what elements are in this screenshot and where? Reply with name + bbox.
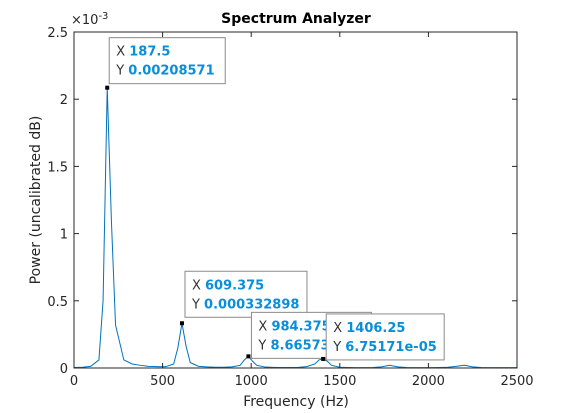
- datatip-y-line: Y 6.75171e-05: [332, 340, 437, 355]
- datatip-box[interactable]: [184, 270, 308, 318]
- y-tick-label: 2.5: [47, 26, 68, 41]
- datatip-marker[interactable]: [321, 356, 326, 361]
- y-axis-label: Power (uncalibrated dB): [28, 116, 44, 285]
- datatip-y-key: Y: [332, 340, 345, 355]
- datatip-box[interactable]: [108, 37, 226, 85]
- svg-text:×10-3: ×10-3: [71, 11, 108, 28]
- datatip-x-key: X: [116, 45, 129, 60]
- datatip-x-value: 187.5: [129, 45, 170, 60]
- x-axis-ticks: 0 500 1000 1500 2000 2500: [70, 32, 534, 389]
- x-tick-label: 0: [70, 374, 78, 389]
- datatip-marker[interactable]: [246, 354, 251, 359]
- datatip-x-value: 609.375: [205, 278, 264, 293]
- y-tick-label: 1: [60, 228, 68, 243]
- y-axis-exponent: ×10-3: [71, 11, 108, 28]
- x-tick-label: 1500: [323, 374, 356, 389]
- datatip-y-value: 0.000332898: [204, 297, 299, 312]
- datatip-x-line: X 984.375: [258, 319, 330, 334]
- datatip-x-line: X 1406.25: [333, 321, 405, 336]
- datatip-x-value: 1406.25: [346, 321, 405, 336]
- y-tick-label: 1.5: [47, 160, 68, 175]
- datatip-y-value: 0.00208571: [128, 64, 214, 79]
- x-tick-label: 2500: [500, 374, 533, 389]
- axes-frame: [73, 31, 518, 369]
- y-tick-label: 2: [60, 93, 68, 108]
- datatip-x-value: 984.375: [271, 319, 330, 334]
- y-exponent-base: ×10: [71, 13, 98, 28]
- x-tick-label: 1000: [235, 374, 268, 389]
- datatip-marker[interactable]: [179, 321, 184, 326]
- datatip-3[interactable]: X 1406.25Y 6.75171e-05: [321, 313, 445, 361]
- axes-box: [73, 31, 518, 369]
- x-axis-label: Frequency (Hz): [243, 394, 349, 410]
- datatip-y-key: Y: [257, 338, 270, 353]
- datatip-x-key: X: [192, 278, 205, 293]
- datatip-x-key: X: [258, 319, 271, 334]
- y-axis-ticks: 0 0.5 1 1.5 2 2.5: [47, 26, 517, 377]
- datatip-y-line: Y 0.000332898: [191, 297, 299, 312]
- x-tick-label: 2000: [412, 374, 445, 389]
- datatip-marker[interactable]: [105, 85, 110, 90]
- datatip-y-key: Y: [115, 64, 128, 79]
- datatip-x-line: X 187.5: [116, 45, 170, 60]
- x-tick-label: 500: [150, 374, 175, 389]
- chart-title: Spectrum Analyzer: [221, 11, 371, 27]
- datatip-x-line: X 609.375: [192, 278, 264, 293]
- datatip-y-line: Y 0.00208571: [115, 64, 214, 79]
- datatip-y-value: 6.75171e-05: [345, 340, 437, 355]
- datatip-y-key: Y: [191, 297, 204, 312]
- y-tick-label: 0: [60, 362, 68, 377]
- y-tick-label: 0.5: [47, 295, 68, 310]
- datatip-0[interactable]: X 187.5Y 0.00208571: [105, 37, 226, 90]
- y-exponent-power: -3: [98, 11, 108, 22]
- datatip-x-key: X: [333, 321, 346, 336]
- datatip-box[interactable]: [325, 313, 445, 361]
